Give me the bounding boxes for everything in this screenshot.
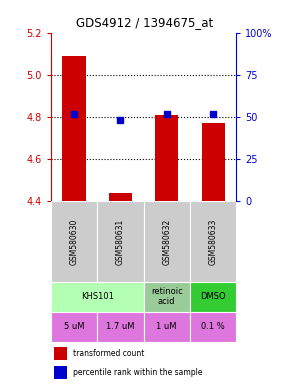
Text: GSM580631: GSM580631 xyxy=(116,218,125,265)
Text: 1 uM: 1 uM xyxy=(157,322,177,331)
Text: percentile rank within the sample: percentile rank within the sample xyxy=(73,368,202,377)
Bar xyxy=(55,366,68,379)
Bar xyxy=(55,347,68,360)
Text: transformed count: transformed count xyxy=(73,349,144,358)
Text: retinoic
acid: retinoic acid xyxy=(151,287,183,306)
Bar xyxy=(51,312,97,342)
Bar xyxy=(51,201,97,282)
Text: KHS101: KHS101 xyxy=(81,292,114,301)
Bar xyxy=(190,201,236,282)
Bar xyxy=(62,56,86,201)
Text: GDS4912 / 1394675_at: GDS4912 / 1394675_at xyxy=(76,16,214,29)
Bar xyxy=(109,193,132,201)
Bar xyxy=(144,201,190,282)
Bar xyxy=(51,282,144,312)
Text: 5 uM: 5 uM xyxy=(64,322,84,331)
Text: GSM580632: GSM580632 xyxy=(162,218,171,265)
Bar xyxy=(144,282,190,312)
Bar xyxy=(202,123,225,201)
Bar xyxy=(97,201,144,282)
Bar xyxy=(144,312,190,342)
Text: GSM580630: GSM580630 xyxy=(69,218,79,265)
Text: 1.7 uM: 1.7 uM xyxy=(106,322,135,331)
Bar xyxy=(97,312,144,342)
Bar xyxy=(190,312,236,342)
Bar xyxy=(155,115,178,201)
Bar xyxy=(190,282,236,312)
Text: GSM580633: GSM580633 xyxy=(209,218,218,265)
Text: 0.1 %: 0.1 % xyxy=(201,322,225,331)
Text: DMSO: DMSO xyxy=(200,292,226,301)
